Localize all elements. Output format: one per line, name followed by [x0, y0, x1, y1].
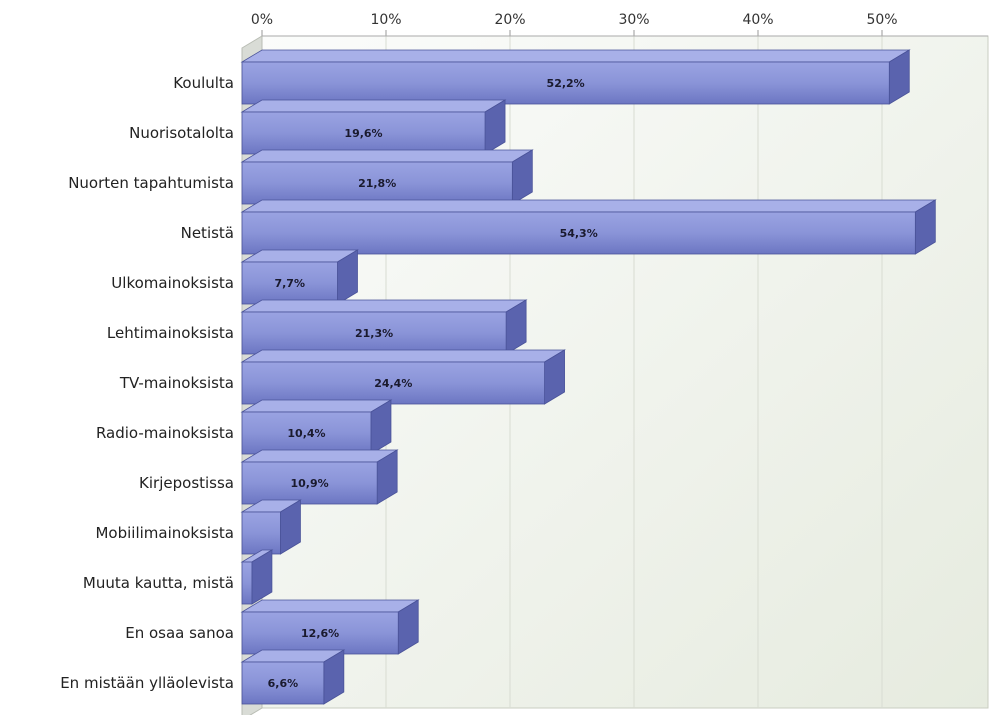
- category-label: Koululta: [173, 74, 234, 92]
- x-axis: 0% 10% 20% 30% 40% 50%: [251, 12, 988, 37]
- category-label: En osaa sanoa: [125, 624, 234, 642]
- bar: [240, 399, 393, 455]
- bar-top-face: [240, 349, 567, 363]
- bar: [240, 149, 534, 205]
- category-label: Ulkomainoksista: [111, 274, 234, 292]
- bar-front-face: [241, 261, 338, 305]
- category-label: Radio-mainoksista: [96, 424, 234, 442]
- data-label: 21,8%: [358, 177, 396, 190]
- bar-front-face: [241, 311, 507, 355]
- data-label: 10,9%: [290, 477, 328, 490]
- data-label: 12,6%: [301, 627, 339, 640]
- category-label: Nuorten tapahtumista: [68, 174, 234, 192]
- bar: [240, 249, 359, 305]
- bar: [240, 499, 302, 555]
- data-label: 52,2%: [547, 77, 585, 90]
- bars: 52,2% 19,6% 21,8% 54,3% 7,7% 21,3% 24,4% 10,4% 1…: [240, 49, 937, 705]
- bar: [240, 449, 399, 505]
- bar-front-face: [241, 661, 325, 705]
- bar-top-face: [240, 449, 399, 463]
- bar-front-face: [241, 161, 513, 205]
- category-labels: Koululta Nuorisotalolta Nuorten tapahtumis…: [60, 74, 234, 692]
- data-label: 19,6%: [344, 127, 382, 140]
- bar: [240, 599, 420, 655]
- bar-top-face: [240, 99, 507, 113]
- x-tick-label: 10%: [370, 12, 401, 28]
- bar: [240, 349, 567, 405]
- category-label: Nuorisotalolta: [129, 124, 234, 142]
- bar-front-face: [241, 61, 890, 105]
- bar: [240, 649, 346, 705]
- category-label: TV-mainoksista: [119, 374, 234, 392]
- category-label: Muuta kautta, mistä: [83, 574, 234, 592]
- category-label: Mobiilimainoksista: [95, 524, 234, 542]
- bar: [240, 199, 937, 255]
- bar-front-face: [241, 361, 545, 405]
- bar: [240, 99, 507, 155]
- bar-top-face: [240, 49, 911, 63]
- x-tick-label: 30%: [618, 12, 649, 28]
- data-label: 54,3%: [560, 227, 598, 240]
- bar: [240, 549, 274, 605]
- data-label: 21,3%: [355, 327, 393, 340]
- x-tick-label: 20%: [494, 12, 525, 28]
- bar: [240, 49, 911, 105]
- bar-front-face: [241, 111, 486, 155]
- x-tick-label: 50%: [866, 12, 897, 28]
- bar-top-face: [240, 299, 528, 313]
- category-label: En mistään ylläolevista: [60, 674, 234, 692]
- data-label: 7,7%: [274, 277, 305, 290]
- data-label: 24,4%: [374, 377, 412, 390]
- x-tick-label: 0%: [251, 12, 273, 28]
- category-label: Kirjepostissa: [139, 474, 234, 492]
- data-label: 6,6%: [268, 677, 299, 690]
- bar-front-face: [241, 511, 281, 555]
- bar-front-face: [241, 211, 916, 255]
- bar: [240, 299, 528, 355]
- data-label: 10,4%: [287, 427, 325, 440]
- bar-front-face: [241, 461, 378, 505]
- bar-top-face: [240, 399, 393, 413]
- bar-top-face: [240, 149, 534, 163]
- bar-top-face: [240, 599, 420, 613]
- bar-front-face: [241, 411, 372, 455]
- category-label: Netistä: [181, 224, 234, 242]
- bar-front-face: [241, 561, 253, 605]
- category-label: Lehtimainoksista: [107, 324, 234, 342]
- x-tick-label: 40%: [742, 12, 773, 28]
- bar-top-face: [240, 199, 937, 213]
